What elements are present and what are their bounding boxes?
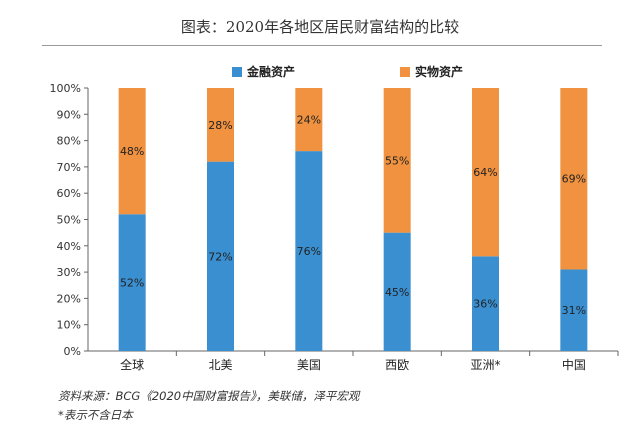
y-tick-label: 70% bbox=[57, 161, 81, 174]
x-category-label: 中国 bbox=[562, 357, 586, 372]
y-tick-label: 60% bbox=[57, 187, 81, 200]
data-label: 24% bbox=[297, 114, 321, 127]
bar-financial bbox=[295, 151, 323, 351]
chart-title: 图表：2020年各地区居民财富结构的比较 bbox=[180, 18, 460, 36]
source-note: 资料来源：BCG《2020中国财富报告》，美联储，泽平宏观 bbox=[58, 389, 360, 403]
data-label: 45% bbox=[385, 286, 409, 299]
legend-label-financial: 金融资产 bbox=[247, 65, 296, 79]
footnote-note: *表示不含日本 bbox=[58, 408, 133, 422]
y-tick-label: 80% bbox=[57, 135, 81, 148]
legend-swatch-physical bbox=[400, 66, 410, 77]
x-category-label: 北美 bbox=[208, 358, 232, 372]
data-label: 48% bbox=[120, 145, 144, 158]
y-tick-label: 0% bbox=[64, 345, 81, 358]
y-tick-label: 50% bbox=[57, 214, 81, 227]
data-label: 72% bbox=[208, 250, 232, 263]
data-label: 28% bbox=[208, 119, 232, 132]
y-tick-label: 40% bbox=[57, 240, 81, 253]
bar-financial bbox=[383, 232, 411, 351]
data-label: 31% bbox=[562, 304, 586, 317]
x-category-label: 西欧 bbox=[385, 358, 409, 372]
data-label: 36% bbox=[473, 298, 497, 311]
bar-financial bbox=[472, 256, 499, 351]
y-tick-label: 30% bbox=[57, 266, 81, 279]
bar-physical bbox=[560, 88, 588, 270]
legend-item-financial: 金融资产 bbox=[232, 63, 295, 80]
x-category-label: 美国 bbox=[297, 358, 321, 372]
y-tick-label: 10% bbox=[57, 319, 81, 332]
data-label: 69% bbox=[562, 173, 586, 186]
x-category-label: 全球 bbox=[120, 357, 144, 372]
data-label: 55% bbox=[385, 154, 409, 167]
bar-physical bbox=[383, 88, 411, 233]
legend-label-physical: 实物资产 bbox=[415, 65, 464, 79]
y-tick-label: 90% bbox=[57, 108, 81, 121]
bar-financial bbox=[207, 161, 234, 351]
bar-physical bbox=[472, 88, 499, 257]
bar-physical bbox=[295, 88, 323, 152]
legend: 金融资产 实物资产 bbox=[0, 63, 640, 83]
y-tick-label: 20% bbox=[57, 292, 81, 305]
data-label: 76% bbox=[297, 245, 321, 258]
x-category-label: 亚洲* bbox=[470, 358, 500, 372]
title-divider bbox=[42, 45, 602, 46]
bar-financial bbox=[560, 269, 588, 351]
legend-swatch-financial bbox=[232, 66, 242, 77]
bar-physical bbox=[207, 88, 234, 162]
data-label: 64% bbox=[473, 166, 497, 179]
bar-physical bbox=[118, 88, 146, 215]
legend-item-physical: 实物资产 bbox=[400, 63, 463, 80]
data-label: 52% bbox=[120, 277, 144, 290]
bar-financial bbox=[118, 214, 146, 351]
y-tick-label: 100% bbox=[50, 82, 81, 95]
